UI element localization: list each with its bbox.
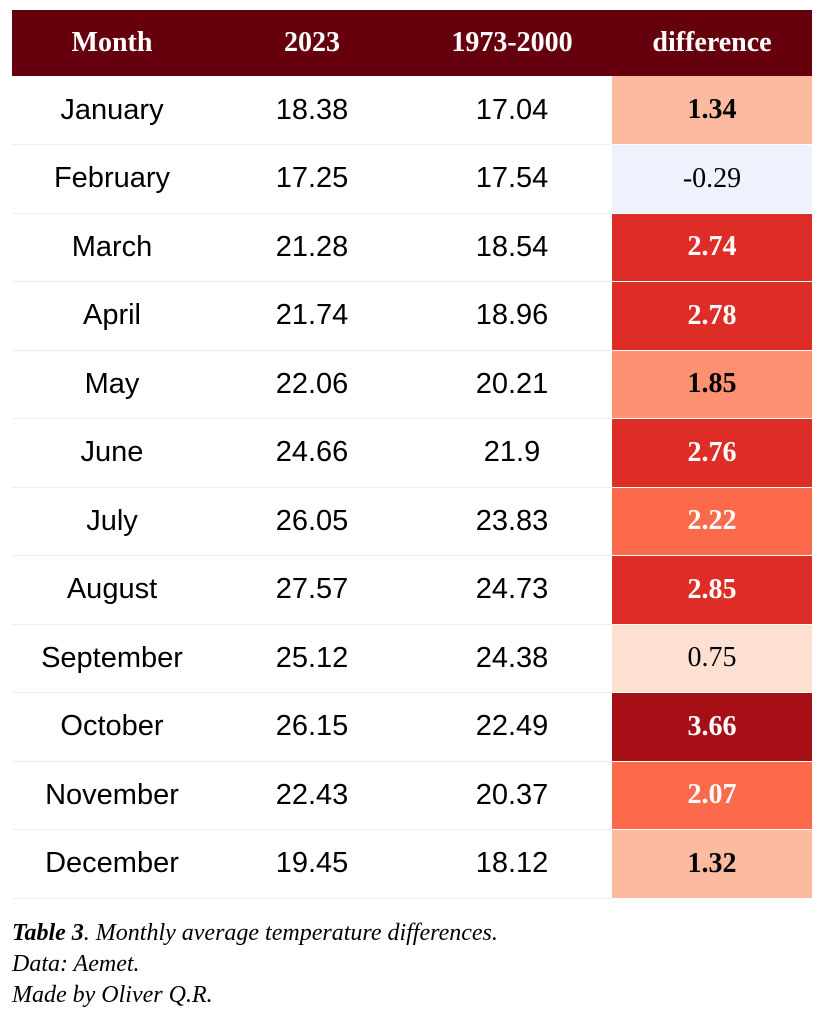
header-month: Month — [71, 27, 153, 58]
value-2023-cell: 24.66 — [212, 418, 412, 488]
month-cell: March — [12, 213, 212, 282]
value-2023-cell: 21.74 — [212, 281, 412, 351]
difference-cell: 2.22 — [612, 487, 812, 556]
value-baseline-cell: 18.96 — [412, 281, 612, 351]
table-row: May 22.06 20.21 1.85 — [12, 350, 812, 419]
difference-cell: 0.75 — [612, 624, 812, 693]
difference-cell: 2.85 — [612, 555, 812, 625]
table-row: July 26.05 23.83 2.22 — [12, 487, 812, 556]
value-2023-cell: 22.06 — [212, 350, 412, 419]
temperature-table-container: Month 2023 1973-2000 difference January 1… — [12, 10, 812, 899]
month-cell: August — [12, 555, 212, 625]
difference-cell: 2.78 — [612, 281, 812, 351]
table-row: February 17.25 17.54 -0.29 — [12, 144, 812, 214]
caption-line-3: Made by Oliver Q.R. — [12, 982, 213, 1008]
difference-cell: -0.29 — [612, 144, 812, 214]
value-2023-cell: 26.05 — [212, 487, 412, 556]
value-2023-cell: 19.45 — [212, 829, 412, 899]
value-baseline-cell: 22.49 — [412, 692, 612, 762]
table-row: April 21.74 18.96 2.78 — [12, 281, 812, 351]
header-2023: 2023 — [284, 27, 340, 58]
header-row: Month 2023 1973-2000 difference — [12, 10, 812, 76]
month-cell: June — [12, 418, 212, 488]
difference-cell: 1.34 — [612, 76, 812, 145]
caption-line-2: Data: Aemet. — [12, 951, 140, 977]
value-2023-cell: 25.12 — [212, 624, 412, 693]
month-cell: July — [12, 487, 212, 556]
table-row: June 24.66 21.9 2.76 — [12, 418, 812, 488]
month-cell: January — [12, 76, 212, 145]
caption-line-1: Table 3. Monthly average temperature dif… — [12, 918, 498, 949]
value-baseline-cell: 17.04 — [412, 76, 612, 145]
difference-cell: 1.32 — [612, 829, 812, 899]
value-baseline-cell: 20.37 — [412, 761, 612, 830]
value-baseline-cell: 24.73 — [412, 555, 612, 625]
temperature-table: Month 2023 1973-2000 difference January 1… — [12, 10, 812, 899]
difference-cell: 2.76 — [612, 418, 812, 488]
value-baseline-cell: 24.38 — [412, 624, 612, 693]
month-cell: September — [12, 624, 212, 693]
value-2023-cell: 18.38 — [212, 76, 412, 145]
header-baseline: 1973-2000 — [451, 27, 573, 58]
table-row: November 22.43 20.37 2.07 — [12, 761, 812, 830]
value-2023-cell: 26.15 — [212, 692, 412, 762]
header-difference: difference — [652, 27, 772, 58]
value-baseline-cell: 23.83 — [412, 487, 612, 556]
value-2023-cell: 27.57 — [212, 555, 412, 625]
difference-cell: 1.85 — [612, 350, 812, 419]
value-baseline-cell: 20.21 — [412, 350, 612, 419]
caption-label: Table 3 — [12, 920, 84, 946]
table-row: August 27.57 24.73 2.85 — [12, 555, 812, 625]
value-baseline-cell: 21.9 — [412, 418, 612, 488]
month-cell: February — [12, 144, 212, 214]
difference-cell: 2.07 — [612, 761, 812, 830]
table-row: December 19.45 18.12 1.32 — [12, 829, 812, 899]
value-baseline-cell: 18.54 — [412, 213, 612, 282]
month-cell: November — [12, 761, 212, 830]
table-caption: Table 3. Monthly average temperature dif… — [12, 918, 498, 1011]
month-cell: May — [12, 350, 212, 419]
table-body: January 18.38 17.04 1.34 February 17.25 17.54-… — [12, 76, 812, 899]
table-row: January 18.38 17.04 1.34 — [12, 76, 812, 145]
difference-cell: 2.74 — [612, 213, 812, 282]
table-row: March 21.28 18.54 2.74 — [12, 213, 812, 282]
value-2023-cell: 21.28 — [212, 213, 412, 282]
value-baseline-cell: 18.12 — [412, 829, 612, 899]
caption-text: . Monthly average temperature difference… — [83, 920, 498, 946]
month-cell: April — [12, 281, 212, 351]
value-2023-cell: 17.25 — [212, 144, 412, 214]
value-baseline-cell: 17.54 — [412, 144, 612, 214]
table-row: October 26.15 22.49 3.66 — [12, 692, 812, 762]
month-cell: October — [12, 692, 212, 762]
value-2023-cell: 22.43 — [212, 761, 412, 830]
table-row: September 25.12 24.38 0.75 — [12, 624, 812, 693]
difference-cell: 3.66 — [612, 692, 812, 762]
month-cell: December — [12, 829, 212, 899]
